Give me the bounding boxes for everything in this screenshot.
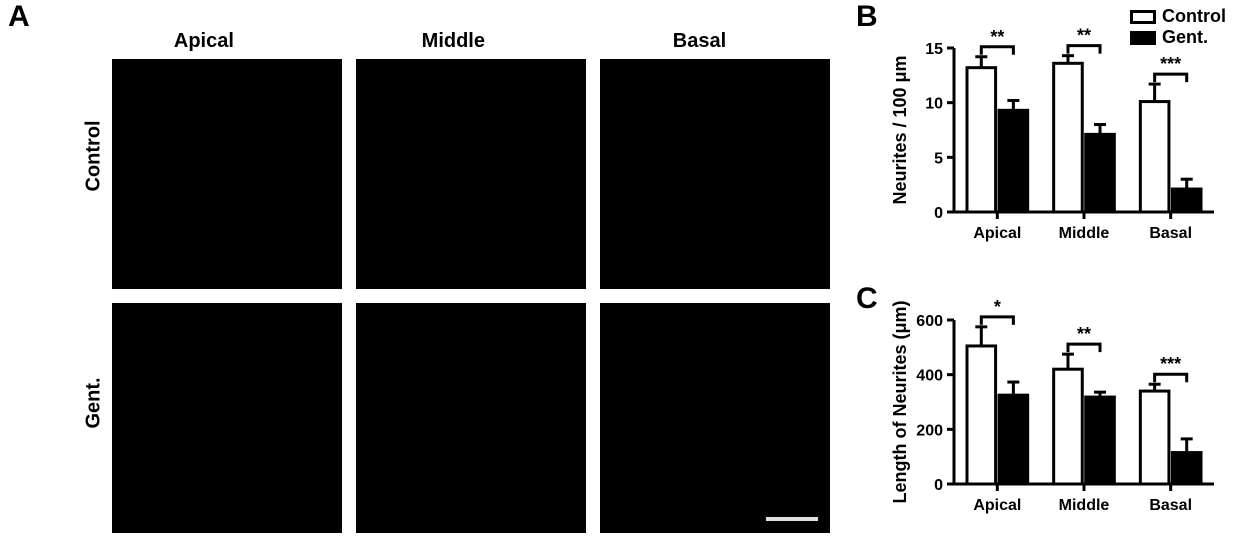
svg-text:**: ** xyxy=(1077,324,1091,344)
image-grid xyxy=(112,59,830,533)
col-header-apical: Apical xyxy=(174,30,234,53)
svg-text:200: 200 xyxy=(916,422,943,439)
svg-text:Middle: Middle xyxy=(1059,225,1110,242)
chart-neurites-per-100um: 051015Neurites / 100 μm**Apical**Middle*… xyxy=(884,30,1224,265)
col-header-basal: Basal xyxy=(673,30,726,53)
col-header-middle: Middle xyxy=(422,30,485,53)
svg-text:Middle: Middle xyxy=(1059,497,1110,514)
svg-text:0: 0 xyxy=(934,477,943,494)
row-header-gent: Gent. xyxy=(83,401,106,429)
svg-text:600: 600 xyxy=(916,313,943,330)
micro-image-gent-apical xyxy=(112,303,342,533)
svg-text:**: ** xyxy=(1077,26,1091,46)
legend-swatch-control xyxy=(1130,10,1156,24)
row-header-control: Control xyxy=(83,164,106,192)
svg-text:Neurites / 100 μm: Neurites / 100 μm xyxy=(890,55,910,204)
scale-bar xyxy=(766,517,818,521)
svg-text:***: *** xyxy=(1160,354,1181,374)
microscopy-grid: Apical Middle Basal Control Gent. xyxy=(80,30,820,533)
panel-a-label: A xyxy=(8,0,30,34)
svg-text:5: 5 xyxy=(934,150,943,167)
svg-text:10: 10 xyxy=(925,96,943,113)
micro-image-control-basal xyxy=(600,59,830,289)
svg-text:**: ** xyxy=(990,27,1004,47)
row-headers: Control Gent. xyxy=(80,59,108,533)
micro-image-gent-basal xyxy=(600,303,830,533)
svg-text:Basal: Basal xyxy=(1149,225,1192,242)
figure: A Apical Middle Basal Control Gent. xyxy=(0,0,1240,560)
legend-control: Control xyxy=(1130,6,1226,27)
svg-text:*: * xyxy=(994,297,1001,317)
svg-text:Length of Neurites (μm): Length of Neurites (μm) xyxy=(890,300,910,503)
legend-label-control: Control xyxy=(1162,6,1226,27)
svg-text:0: 0 xyxy=(934,205,943,222)
column-headers: Apical Middle Basal xyxy=(80,30,820,53)
micro-image-control-apical xyxy=(112,59,342,289)
panel-c-label: C xyxy=(856,282,878,316)
svg-text:15: 15 xyxy=(925,41,943,58)
micro-image-gent-middle xyxy=(356,303,586,533)
svg-text:***: *** xyxy=(1160,54,1181,74)
svg-text:400: 400 xyxy=(916,368,943,385)
panel-b-label: B xyxy=(856,0,878,34)
svg-text:Apical: Apical xyxy=(973,497,1021,514)
micro-image-control-middle xyxy=(356,59,586,289)
svg-text:Basal: Basal xyxy=(1149,497,1192,514)
chart-length-of-neurites: 0200400600Length of Neurites (μm)*Apical… xyxy=(884,302,1224,537)
svg-text:Apical: Apical xyxy=(973,225,1021,242)
